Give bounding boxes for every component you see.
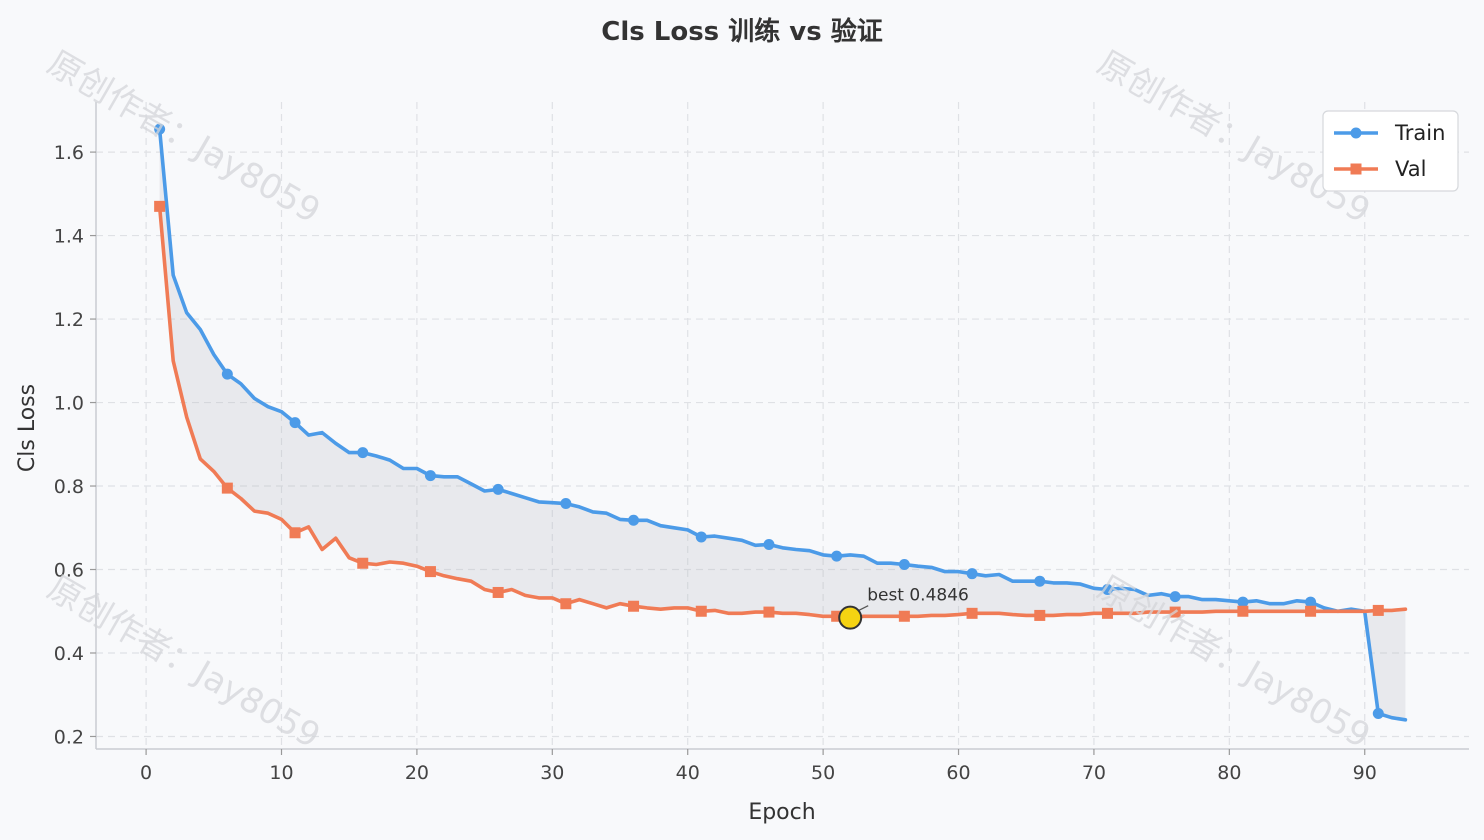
train-point xyxy=(357,447,369,459)
legend-marker-train xyxy=(1350,127,1362,139)
val-point xyxy=(831,610,843,622)
annotation-label: best 0.4846 xyxy=(867,586,969,606)
y-tick-label: 0.4 xyxy=(54,643,84,665)
val-point xyxy=(1034,609,1046,621)
x-tick-label: 90 xyxy=(1353,762,1377,784)
train-point xyxy=(628,514,640,526)
train-point xyxy=(1372,708,1384,720)
val-point xyxy=(560,598,572,610)
train-point xyxy=(1305,596,1317,608)
annotation-layer: best 0.4846 xyxy=(838,586,969,630)
train-point xyxy=(695,531,707,543)
legend-label-train: Train xyxy=(1394,121,1445,145)
y-tick-label: 1.4 xyxy=(54,226,84,248)
val-point xyxy=(424,566,436,578)
y-tick-label: 1.6 xyxy=(54,142,84,164)
y-tick-label: 1.2 xyxy=(54,309,84,331)
x-tick-label: 10 xyxy=(269,762,293,784)
train-point xyxy=(1169,591,1181,603)
train-point xyxy=(898,559,910,571)
x-tick-label: 50 xyxy=(811,762,835,784)
series-val xyxy=(154,200,1408,622)
legend: Train Val xyxy=(1322,110,1459,192)
train-point xyxy=(831,550,843,562)
train-point xyxy=(560,498,572,510)
val-point xyxy=(1169,606,1181,618)
train-point xyxy=(424,470,436,482)
train-point xyxy=(492,483,504,495)
train-point xyxy=(289,417,301,429)
legend-label-val: Val xyxy=(1395,157,1426,181)
val-point xyxy=(1101,607,1113,619)
val-point xyxy=(154,200,166,212)
axes: 0 10 20 30 40 50 60 70 80 90 0.2 0.4 0.6 0.8 1.0 1.2 1.4… xyxy=(54,102,1469,784)
train-point xyxy=(763,538,775,550)
fill-between-area xyxy=(159,129,1406,720)
val-point xyxy=(966,607,978,619)
val-point xyxy=(695,605,707,617)
train-point xyxy=(221,368,233,380)
val-point xyxy=(1305,605,1317,617)
val-point xyxy=(763,606,775,618)
grid xyxy=(96,102,1469,749)
val-point xyxy=(898,610,910,622)
x-tick-label: 30 xyxy=(540,762,564,784)
val-point xyxy=(492,586,504,598)
y-tick-label: 1.0 xyxy=(54,393,84,415)
legend-marker-val xyxy=(1350,163,1362,175)
fill-between-region xyxy=(159,129,1406,720)
train-point xyxy=(1034,575,1046,587)
train-point xyxy=(1237,596,1249,608)
val-point xyxy=(1372,604,1384,616)
chart-title: Cls Loss 训练 vs 验证 xyxy=(601,16,882,47)
x-tick-label: 60 xyxy=(946,762,970,784)
x-axis-title: Epoch xyxy=(748,800,815,825)
best-point-marker xyxy=(838,605,863,630)
x-tick-label: 20 xyxy=(405,762,429,784)
series-train xyxy=(154,123,1408,722)
y-tick-label: 0.2 xyxy=(54,726,84,748)
val-point xyxy=(289,527,301,539)
x-tick-label: 70 xyxy=(1082,762,1106,784)
x-tick-label: 0 xyxy=(140,762,152,784)
y-axis-title: Cls Loss xyxy=(15,384,40,472)
val-point xyxy=(1237,605,1249,617)
series-layer xyxy=(154,123,1408,722)
train-point xyxy=(966,568,978,580)
x-tick-label: 80 xyxy=(1217,762,1241,784)
val-point xyxy=(221,482,233,494)
y-tick-label: 0.6 xyxy=(54,560,84,582)
x-tick-label: 40 xyxy=(676,762,700,784)
y-tick-label: 0.8 xyxy=(54,476,84,498)
train-point xyxy=(154,123,166,135)
val-point xyxy=(628,600,640,612)
train-point xyxy=(1101,584,1113,596)
val-point xyxy=(357,557,369,569)
